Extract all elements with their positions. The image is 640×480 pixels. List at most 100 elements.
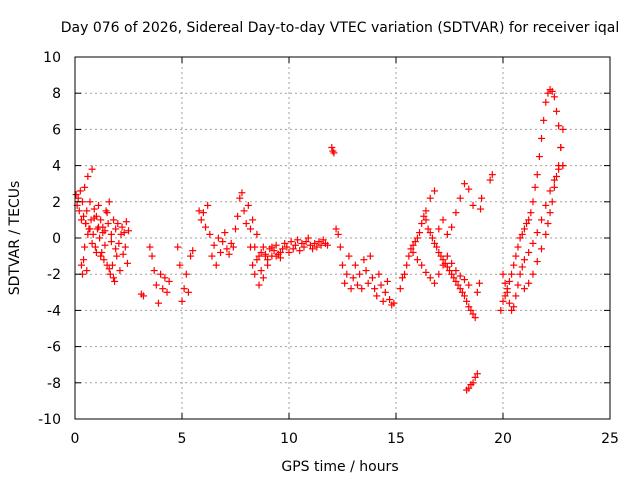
data-point [315,238,323,246]
data-point [161,274,169,282]
data-point [508,306,516,314]
data-point [514,281,522,289]
data-point [300,243,308,251]
data-point [324,241,332,249]
data-point [542,230,550,238]
data-point [525,248,533,256]
data-point [486,176,494,184]
data-point [460,180,468,188]
data-point [110,216,118,224]
data-point [465,185,473,193]
data-point [86,225,94,233]
data-point [298,239,306,247]
data-point [83,267,91,275]
data-point [516,270,524,278]
data-point [257,267,265,275]
chart-title: Day 076 of 2026, Sidereal Day-to-day VTE… [61,20,619,36]
data-point [458,288,466,296]
data-point [110,274,118,282]
data-point [227,239,235,247]
data-point [375,270,383,278]
data-point [139,292,147,300]
data-point [465,303,473,311]
data-point [80,212,88,220]
data-point [544,89,552,97]
data-point [187,252,195,260]
y-tick-label: -10 [38,412,61,428]
data-point [174,243,182,251]
data-point [465,384,473,392]
data-point [304,234,312,242]
data-point [86,198,94,206]
data-point [287,238,295,246]
data-point [313,243,321,251]
data-point [428,234,436,242]
data-point [345,252,353,260]
data-point [448,259,456,267]
data-point [157,270,165,278]
data-point [529,198,537,206]
data-point [469,379,477,387]
data-point [559,125,567,133]
y-tick-label: 0 [52,231,61,247]
data-point [319,236,327,244]
data-point [114,220,122,228]
data-point [112,225,120,233]
data-point [121,243,129,251]
data-point [471,314,479,322]
data-point [199,209,207,217]
data-point [469,201,477,209]
data-point [356,270,364,278]
data-point [83,207,91,215]
data-point [165,277,173,285]
data-point [403,261,411,269]
data-point [409,241,417,249]
data-point [272,241,280,249]
data-point [501,279,509,287]
data-point [488,171,496,179]
data-point [330,149,338,157]
data-point [383,277,391,285]
data-point [306,241,314,249]
data-point [469,310,477,318]
data-point [279,245,287,253]
data-point [452,277,460,285]
data-point [377,281,385,289]
data-point [195,207,203,215]
data-point [152,281,160,289]
data-point [182,270,190,278]
data-point [416,229,424,237]
data-point [123,259,131,267]
x-tick-label: 10 [280,431,298,447]
data-point [546,187,554,195]
data-point [74,194,82,202]
data-point [413,234,421,242]
data-point [454,281,462,289]
data-point [456,285,464,293]
data-point [253,230,261,238]
data-point [88,239,96,247]
data-point [118,223,126,231]
data-point [343,270,351,278]
data-point [450,274,458,282]
data-point [499,297,507,305]
data-point [105,265,113,273]
data-point [99,229,107,237]
data-point [540,116,548,124]
data-point [106,270,114,278]
data-point [426,194,434,202]
data-point [505,299,513,307]
data-point [255,252,263,260]
data-point [294,236,302,244]
data-point [328,144,336,151]
data-point [546,209,554,217]
data-point [283,243,291,251]
data-point [268,243,276,251]
data-point [84,230,92,238]
data-point [520,256,528,264]
data-point [349,274,357,282]
data-point [411,238,419,246]
data-point [550,176,558,184]
data-point [92,248,100,256]
data-point [251,270,259,278]
